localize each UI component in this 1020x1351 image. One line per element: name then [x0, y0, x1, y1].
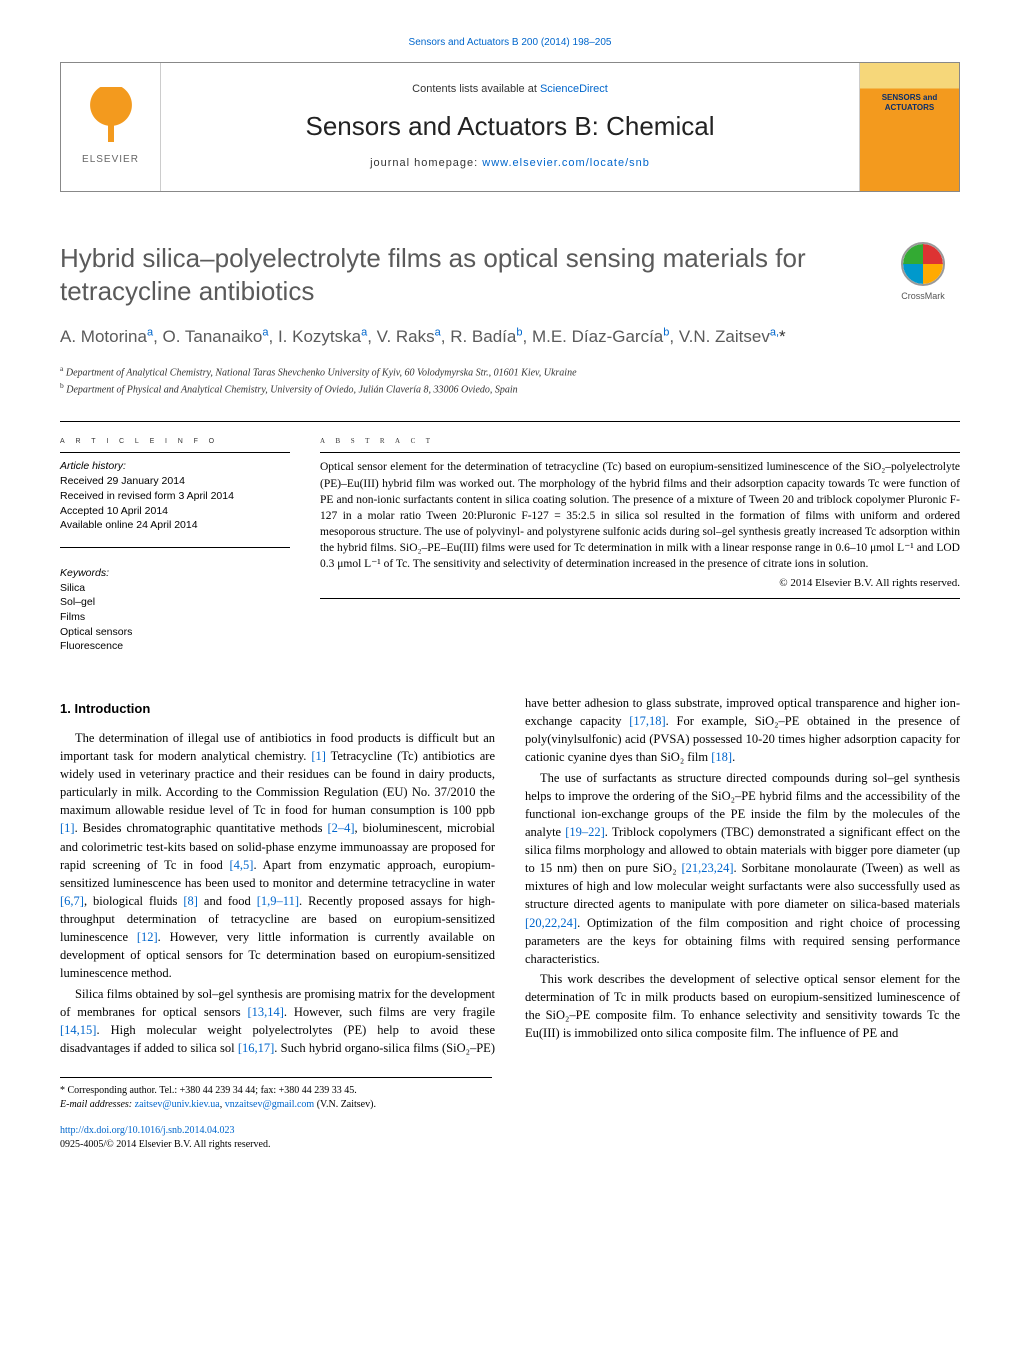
body-text: , biological fluids	[84, 894, 183, 908]
email-line: E-mail addresses: zaitsev@univ.kiev.ua, …	[60, 1098, 492, 1112]
citation-link[interactable]: [4,5]	[230, 858, 254, 872]
citation-link[interactable]: [20,22,24]	[525, 916, 577, 930]
journal-homepage-line: journal homepage: www.elsevier.com/locat…	[370, 156, 650, 171]
body-paragraph: The determination of illegal use of anti…	[60, 729, 495, 983]
citation-link[interactable]: [1]	[311, 749, 326, 763]
sciencedirect-link[interactable]: ScienceDirect	[540, 83, 608, 95]
body-text: . Besides chromatographic quantitative m…	[75, 821, 328, 835]
history-line: Received in revised form 3 April 2014	[60, 489, 290, 504]
divider	[60, 547, 290, 548]
article-history-label: Article history:	[60, 459, 290, 474]
history-line: Available online 24 April 2014	[60, 518, 290, 533]
abstract-column: a b s t r a c t Optical sensor element f…	[320, 434, 960, 654]
article-title: Hybrid silica–polyelectrolyte films as o…	[60, 242, 866, 307]
citation-link[interactable]: [19–22]	[565, 825, 605, 839]
history-line: Accepted 10 April 2014	[60, 504, 290, 519]
homepage-prefix: journal homepage:	[370, 157, 482, 169]
elsevier-name: ELSEVIER	[82, 153, 139, 167]
abstract-heading: a b s t r a c t	[320, 434, 960, 448]
cover-line2: ACTUATORS	[885, 103, 934, 112]
abstract-text: Optical sensor element for the determina…	[320, 459, 960, 572]
bottom-block: http://dx.doi.org/10.1016/j.snb.2014.04.…	[60, 1124, 960, 1152]
citation-link[interactable]: [16,17]	[238, 1041, 274, 1055]
journal-title: Sensors and Actuators B: Chemical	[306, 108, 715, 144]
keyword-line: Fluorescence	[60, 639, 290, 654]
authors-list: A. Motorinaa, O. Tananaikoa, I. Kozytska…	[60, 325, 960, 349]
journal-header: ELSEVIER Contents lists available at Sci…	[60, 62, 960, 192]
abstract-copyright: © 2014 Elsevier B.V. All rights reserved…	[320, 576, 960, 591]
citation-link[interactable]: [21,23,24]	[681, 861, 733, 875]
issn-copyright: 0925-4005/© 2014 Elsevier B.V. All right…	[60, 1139, 270, 1150]
citation-link[interactable]: [14,15]	[60, 1023, 96, 1037]
section-title: Introduction	[74, 701, 150, 716]
email-link[interactable]: vnzaitsev@gmail.com	[225, 1099, 314, 1110]
journal-header-center: Contents lists available at ScienceDirec…	[161, 63, 859, 191]
body-text: This work describes the development of s…	[525, 972, 960, 1040]
body-text: .	[732, 750, 735, 764]
citation-link[interactable]: [2–4]	[327, 821, 354, 835]
email-label: E-mail addresses:	[60, 1099, 135, 1110]
affiliations: a Department of Analytical Chemistry, Na…	[60, 363, 960, 398]
keyword-line: Silica	[60, 581, 290, 596]
contents-prefix: Contents lists available at	[412, 83, 540, 95]
corresponding-author-note: * Corresponding author. Tel.: +380 44 23…	[60, 1084, 492, 1098]
citation-link[interactable]: [17,18]	[629, 714, 665, 728]
keywords-label: Keywords:	[60, 566, 290, 581]
footnotes: * Corresponding author. Tel.: +380 44 23…	[60, 1077, 492, 1112]
divider	[60, 452, 290, 453]
citation-link[interactable]: [18]	[711, 750, 732, 764]
citation-link[interactable]: [1]	[60, 821, 75, 835]
keyword-line: Films	[60, 610, 290, 625]
crossmark-badge[interactable]: CrossMark	[886, 242, 960, 303]
divider	[60, 421, 960, 422]
email-link[interactable]: zaitsev@univ.kiev.ua	[135, 1099, 220, 1110]
divider	[320, 598, 960, 599]
citation-link[interactable]: [1,9–11]	[257, 894, 299, 908]
crossmark-icon	[901, 242, 945, 286]
affiliation-line: b Department of Physical and Analytical …	[60, 380, 960, 397]
cover-line1: SENSORS and	[882, 93, 938, 102]
citation-link[interactable]: [6,7]	[60, 894, 84, 908]
citation-link[interactable]: [13,14]	[247, 1005, 283, 1019]
citation-link[interactable]: [8]	[183, 894, 198, 908]
history-line: Received 29 January 2014	[60, 474, 290, 489]
crossmark-label: CrossMark	[901, 290, 945, 303]
journal-homepage-link[interactable]: www.elsevier.com/locate/snb	[482, 157, 650, 169]
doi-link[interactable]: http://dx.doi.org/10.1016/j.snb.2014.04.…	[60, 1125, 235, 1136]
body-paragraph: The use of surfactants as structure dire…	[525, 769, 960, 968]
body-text: and food	[198, 894, 257, 908]
affiliation-line: a Department of Analytical Chemistry, Na…	[60, 363, 960, 380]
body-text: .	[284, 1005, 294, 1019]
email-attribution: (V.N. Zaitsev).	[314, 1099, 376, 1110]
journal-cover-thumbnail: SENSORS and ACTUATORS	[859, 63, 959, 191]
body-text: . Optimization of the film composition a…	[525, 916, 960, 966]
elsevier-logo: ELSEVIER	[61, 63, 161, 191]
info-abstract-row: a r t i c l e i n f o Article history: R…	[60, 434, 960, 654]
divider	[320, 452, 960, 453]
contents-available-line: Contents lists available at ScienceDirec…	[412, 82, 608, 97]
journal-reference: Sensors and Actuators B 200 (2014) 198–2…	[60, 36, 960, 50]
title-row: Hybrid silica–polyelectrolyte films as o…	[60, 242, 960, 325]
cover-title: SENSORS and ACTUATORS	[882, 93, 938, 112]
body-paragraph: This work describes the development of s…	[525, 970, 960, 1043]
section-number: 1.	[60, 701, 71, 716]
journal-reference-link[interactable]: Sensors and Actuators B 200 (2014) 198–2…	[409, 37, 612, 48]
keyword-line: Sol–gel	[60, 595, 290, 610]
citation-link[interactable]: [12]	[137, 930, 158, 944]
body-columns: 1. Introduction The determination of ill…	[60, 694, 960, 1057]
body-text: However, such films are very fragile	[294, 1005, 495, 1019]
article-info-column: a r t i c l e i n f o Article history: R…	[60, 434, 290, 654]
article-info-heading: a r t i c l e i n f o	[60, 434, 290, 448]
section-heading: 1. Introduction	[60, 700, 495, 719]
elsevier-tree-icon	[81, 87, 141, 147]
keyword-line: Optical sensors	[60, 625, 290, 640]
